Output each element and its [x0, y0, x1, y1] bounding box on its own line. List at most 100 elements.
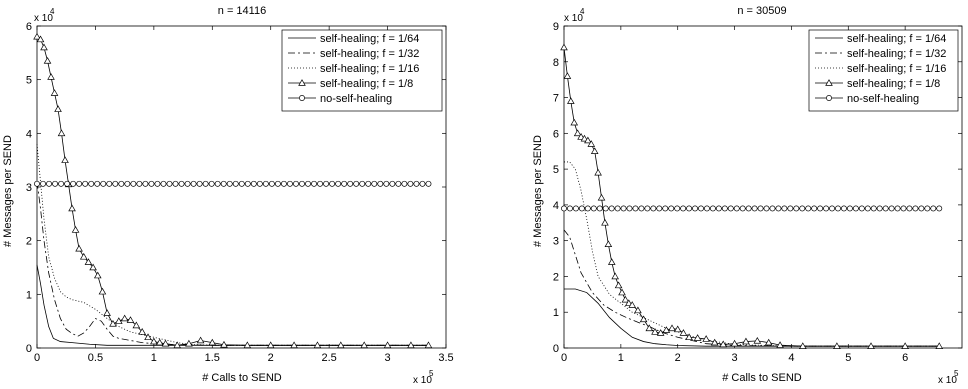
chart-left-legend-item: no-self-healing — [288, 93, 392, 105]
chart-right-series-5-marker — [930, 205, 937, 212]
chart-left-x-multiplier: x 10 5 — [413, 369, 434, 386]
chart-right-series-4-marker — [935, 342, 944, 349]
chart-left-x-tick-label: 3 — [385, 352, 391, 364]
chart-left-series-5-marker — [371, 180, 378, 187]
chart-left-series-5-marker — [395, 180, 402, 187]
chart-left-series-5-marker — [130, 180, 137, 187]
chart-right-series-5-marker — [846, 205, 853, 212]
chart-left-series-5-marker — [142, 180, 149, 187]
svg-text:x 10: x 10 — [564, 13, 583, 24]
chart-right-x-tick-label: 1 — [618, 352, 624, 364]
chart-left-legend-label: self-healing; f = 1/32 — [320, 48, 419, 60]
svg-text:x 10: x 10 — [34, 13, 53, 24]
chart-right-y-tick-label: 0 — [553, 343, 559, 355]
chart-right-series-4-marker — [685, 333, 693, 341]
chart-left-series-5-marker — [353, 180, 360, 187]
chart-left-series-5-marker — [347, 180, 354, 187]
chart-left-series-4-marker — [89, 263, 97, 271]
chart-right-series-5-marker — [924, 205, 931, 212]
chart-right-legend-item: self-healing; f = 1/8 — [815, 78, 940, 90]
chart-left-series-5-marker — [323, 180, 330, 187]
chart-right-series-5-marker — [739, 205, 746, 212]
chart-left-series-5-marker — [160, 180, 167, 187]
chart-left-series-5-marker — [335, 180, 342, 187]
chart-left-series-5-marker — [64, 180, 71, 187]
chart-left-series-5-marker — [94, 180, 101, 187]
chart-right-series-4-marker — [901, 342, 909, 349]
chart-right-x-tick-label: 3 — [732, 352, 738, 364]
chart-right-series-4-marker — [753, 336, 762, 344]
chart-left-series-5-marker — [329, 180, 336, 187]
chart-right-y-tick-label: 4 — [553, 200, 559, 212]
chart-right-legend: self-healing; f = 1/64 self-healing; f = … — [808, 29, 959, 112]
chart-right-series-5-marker — [704, 205, 710, 212]
chart-right-series-4-marker — [867, 342, 875, 349]
chart-right-series-5-marker — [793, 205, 800, 212]
chart-left-series-5-marker — [238, 180, 245, 187]
chart-right-series-4-marker — [639, 315, 648, 323]
chart-right-series-4-marker — [560, 43, 568, 51]
chart-right-series-4-marker — [584, 136, 592, 144]
chart-right-series-4-marker — [563, 72, 572, 79]
chart-left-series-5-marker — [166, 180, 173, 187]
chart-left-series-5-marker — [268, 180, 275, 187]
chart-left-series-5-marker — [226, 180, 233, 187]
chart-right-series-4-marker — [594, 168, 602, 176]
chart-left-y-tick-label: 4 — [26, 128, 32, 140]
chart-right-legend-label: self-healing; f = 1/16 — [847, 63, 946, 75]
chart-left-series-5-marker — [311, 180, 317, 187]
chart-right-series-5-marker — [692, 205, 698, 212]
chart-right-legend-item: self-healing; f = 1/32 — [815, 48, 946, 60]
chart-right-series-4-marker — [662, 326, 671, 333]
chart-right-xlabel: # Calls to SEND — [722, 372, 802, 384]
chart-right-series-5-marker — [918, 205, 925, 212]
chart-left-series-5-marker — [232, 180, 239, 187]
chart-right-series-4-marker — [611, 272, 619, 280]
chart-right-series-4-marker — [597, 193, 606, 201]
chart-left-series-5-marker — [190, 180, 197, 187]
chart-left-series-4-marker — [173, 341, 182, 349]
chart-left-legend-marker — [298, 79, 306, 86]
chart-left-legend-item: self-healing; f = 1/64 — [288, 33, 419, 45]
chart-left-series-5-marker — [305, 180, 311, 187]
chart-right-series-5-marker — [799, 205, 806, 212]
chart-left-series-5-marker — [118, 180, 125, 187]
chart-left-x-tick-label: 0 — [34, 352, 40, 364]
chart-left-ylabel: # Messages per SEND — [2, 135, 14, 247]
chart-right-series-5-marker — [650, 205, 657, 212]
chart-left-series-3-line — [36, 144, 429, 346]
chart-left-series-5-marker — [341, 180, 348, 187]
chart-right-series-5-marker — [644, 205, 651, 212]
chart-left-series-4-marker — [196, 336, 205, 344]
chart-left-series-4-marker — [43, 56, 52, 64]
chart-right-series-5-marker — [805, 205, 812, 212]
chart-left-legend-label: no-self-healing — [320, 93, 392, 105]
chart-left-series-5-marker — [172, 180, 179, 187]
chart-right-series-5-marker — [894, 205, 901, 212]
chart-left-title: n = 14116 — [218, 5, 266, 17]
chart-right-series-5-marker — [870, 205, 877, 212]
chart-right-series-4-marker — [587, 140, 596, 147]
chart-right-series-5-marker — [561, 205, 567, 212]
chart-left-series-5-marker — [208, 180, 215, 187]
chart-left-legend-marker — [299, 95, 305, 101]
chart-right-legend-label: self-healing; f = 1/8 — [847, 78, 940, 90]
chart-left-series-4-marker — [185, 339, 193, 347]
chart-right-series-4-marker — [702, 335, 710, 342]
chart-left-series-5-marker — [299, 180, 305, 187]
chart-right-series-4-marker — [776, 341, 784, 348]
chart-left-series-5-marker — [76, 180, 83, 187]
chart-left-series-5-marker — [244, 180, 251, 187]
chart-right: n = 30509 x 10 4 x 10 5 # Calls to SEND … — [532, 5, 963, 386]
chart-right-series-5-marker — [733, 205, 740, 212]
chart-right-series-5-marker — [662, 205, 669, 212]
chart-right-series-4-marker — [590, 147, 599, 154]
chart-left-series-5-marker — [34, 180, 40, 187]
chart-right-series-5-marker — [888, 205, 895, 212]
chart-left-series-4-marker — [243, 341, 252, 349]
chart-right-series-4-marker — [651, 327, 659, 335]
chart-left-y-tick-label: 6 — [26, 21, 32, 33]
chart-right-series-5-marker — [841, 205, 847, 212]
chart-left-series-5-marker — [106, 180, 113, 187]
